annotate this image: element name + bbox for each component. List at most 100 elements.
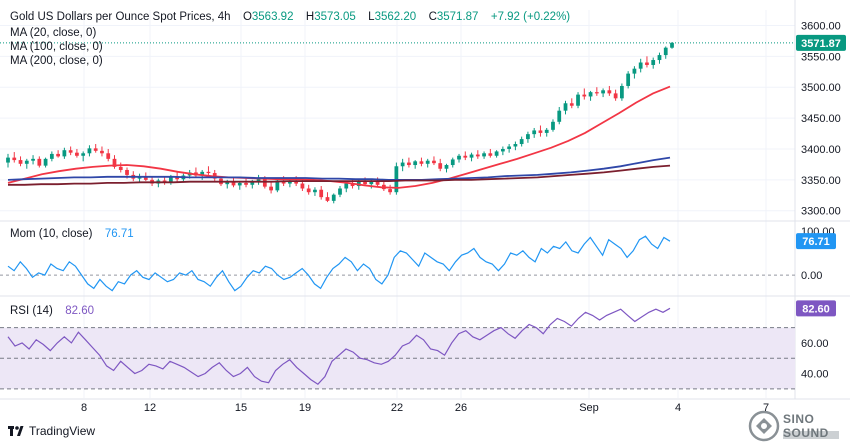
candle-body[interactable]	[31, 158, 35, 161]
candle-body[interactable]	[375, 181, 380, 185]
candle-body[interactable]	[350, 183, 355, 187]
candle-body[interactable]	[582, 94, 587, 97]
candle-body[interactable]	[269, 186, 273, 191]
candle-body[interactable]	[607, 90, 612, 94]
rsi-line[interactable]	[7, 307, 671, 385]
candle-body[interactable]	[488, 153, 493, 156]
candle-body[interactable]	[344, 183, 349, 189]
candle-body[interactable]	[651, 60, 656, 65]
candle-body[interactable]	[494, 151, 499, 156]
rsi-legend[interactable]: RSI (14) 82.60	[10, 305, 94, 317]
candle-body[interactable]	[294, 181, 299, 184]
candle-body[interactable]	[106, 153, 111, 159]
candle-body[interactable]	[576, 94, 580, 106]
candle-body[interactable]	[632, 68, 637, 74]
candle-body[interactable]	[626, 73, 631, 86]
price-pane[interactable]	[0, 42, 795, 204]
candle-body[interactable]	[306, 188, 311, 193]
candle-body[interactable]	[237, 182, 242, 186]
candle-body[interactable]	[319, 189, 324, 198]
candle-body[interactable]	[87, 148, 92, 154]
candle-body[interactable]	[569, 103, 574, 106]
candle-body[interactable]	[400, 162, 405, 167]
candle-body[interactable]	[325, 197, 330, 201]
candle-body[interactable]	[457, 155, 461, 160]
candle-body[interactable]	[482, 153, 486, 157]
candle-body[interactable]	[206, 171, 211, 174]
rsi-pane[interactable]	[0, 307, 795, 390]
candle-body[interactable]	[638, 62, 643, 69]
candle-body[interactable]	[463, 155, 468, 158]
candle-body[interactable]	[81, 153, 86, 156]
candle-body[interactable]	[162, 180, 167, 183]
candle-body[interactable]	[250, 181, 255, 185]
candle-body[interactable]	[93, 148, 98, 151]
candle-body[interactable]	[438, 163, 443, 169]
candle-body[interactable]	[513, 144, 518, 147]
candle-body[interactable]	[18, 160, 23, 164]
candle-body[interactable]	[6, 157, 10, 163]
candle-body[interactable]	[526, 134, 530, 140]
candle-body[interactable]	[519, 139, 524, 145]
candle-body[interactable]	[538, 130, 543, 133]
candle-body[interactable]	[407, 162, 411, 166]
candle-body[interactable]	[43, 158, 48, 166]
ma200-line[interactable]	[8, 164, 671, 186]
candle-body[interactable]	[288, 181, 292, 184]
candle-body[interactable]	[594, 92, 599, 94]
candle-body[interactable]	[670, 42, 674, 48]
candle-body[interactable]	[507, 146, 512, 149]
candle-body[interactable]	[338, 188, 342, 195]
candle-body[interactable]	[231, 181, 236, 186]
candle-body[interactable]	[551, 121, 555, 130]
candle-body[interactable]	[68, 150, 73, 153]
candle-body[interactable]	[444, 165, 449, 169]
candle-body[interactable]	[118, 166, 123, 170]
candle-body[interactable]	[388, 189, 392, 193]
candle-body[interactable]	[62, 150, 67, 157]
candle-body[interactable]	[413, 161, 418, 166]
candle-body[interactable]	[125, 169, 129, 175]
candle-body[interactable]	[425, 160, 430, 164]
candle-body[interactable]	[175, 177, 180, 180]
tradingview-logo[interactable]: TradingView	[8, 424, 95, 438]
candle-body[interactable]	[419, 161, 424, 164]
candle-body[interactable]	[24, 160, 29, 164]
momentum-pane[interactable]	[0, 235, 795, 292]
candle-body[interactable]	[432, 160, 436, 164]
candle-body[interactable]	[256, 178, 261, 182]
candle-body[interactable]	[613, 93, 618, 99]
candle-body[interactable]	[100, 150, 104, 154]
candle-body[interactable]	[475, 154, 480, 157]
candle-body[interactable]	[225, 181, 230, 185]
candle-body[interactable]	[143, 176, 148, 180]
candle-body[interactable]	[469, 154, 474, 158]
ma20-legend[interactable]: MA (20, close, 0)	[10, 27, 97, 39]
candle-body[interactable]	[262, 178, 267, 187]
candle-body[interactable]	[663, 47, 668, 56]
candle-body[interactable]	[331, 194, 336, 201]
candle-body[interactable]	[49, 153, 54, 159]
candle-body[interactable]	[275, 180, 280, 191]
ma100-line[interactable]	[7, 156, 671, 181]
candle-body[interactable]	[75, 152, 79, 156]
candle-body[interactable]	[563, 103, 568, 111]
candle-body[interactable]	[657, 55, 662, 61]
ma200-legend[interactable]: MA (200, close, 0)	[10, 55, 103, 67]
candle-body[interactable]	[557, 110, 562, 122]
candle-body[interactable]	[369, 181, 374, 185]
candle-body[interactable]	[56, 153, 60, 157]
momentum-line[interactable]	[7, 235, 671, 292]
candle-body[interactable]	[620, 85, 624, 99]
candle-body[interactable]	[37, 158, 42, 166]
candle-body[interactable]	[313, 189, 317, 193]
candle-body[interactable]	[544, 129, 549, 133]
candle-body[interactable]	[300, 183, 305, 189]
candle-body[interactable]	[112, 158, 117, 167]
candle-body[interactable]	[12, 157, 17, 161]
candle-body[interactable]	[363, 181, 367, 185]
ma100-legend[interactable]: MA (100, close, 0)	[10, 41, 103, 53]
candle-body[interactable]	[168, 177, 173, 183]
candle-body[interactable]	[645, 62, 649, 65]
